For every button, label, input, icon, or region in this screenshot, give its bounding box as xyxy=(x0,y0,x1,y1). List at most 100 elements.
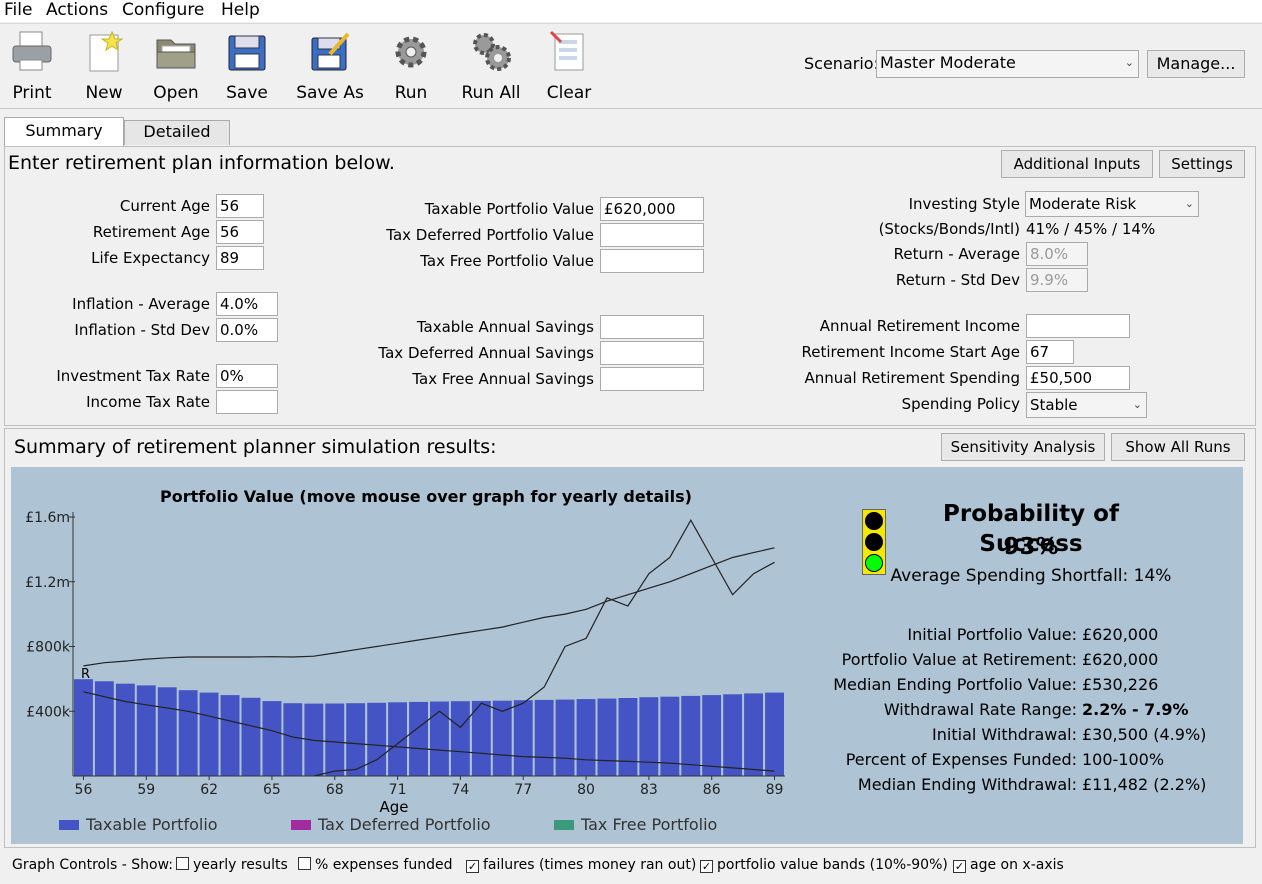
x-tick-label: 71 xyxy=(389,782,407,798)
chart-bar xyxy=(660,696,680,776)
tax-free-portfolio-field[interactable] xyxy=(600,249,704,273)
new-button[interactable]: New xyxy=(78,30,130,106)
legend-swatch xyxy=(59,820,79,830)
tax-deferred-portfolio-field[interactable] xyxy=(600,223,704,247)
chart-area: Portfolio Value (move mouse over graph f… xyxy=(11,467,1243,844)
chart-bar xyxy=(702,695,722,776)
taxable-portfolio-field[interactable]: £620,000 xyxy=(600,197,704,221)
x-axis-label: Age xyxy=(379,798,408,816)
chart-line-1 xyxy=(83,691,775,772)
chart-bar xyxy=(283,703,303,776)
investment-tax-rate-field[interactable]: 0% xyxy=(216,364,278,388)
taxable-savings-label: Taxable Annual Savings xyxy=(416,318,594,336)
retirement-age-field[interactable]: 56 xyxy=(216,220,264,244)
age-on-x-axis-checkbox[interactable]: ✓ age on x-axis xyxy=(953,856,1064,874)
manage-button[interactable]: Manage... xyxy=(1147,50,1245,78)
income-start-age-field[interactable]: 67 xyxy=(1026,340,1074,364)
chart-bar xyxy=(765,692,784,776)
taxable-savings-field[interactable] xyxy=(600,315,704,339)
chart-bar xyxy=(409,701,428,776)
stat-value: 100-100% xyxy=(1082,750,1165,769)
inflation-average-field[interactable]: 4.0% xyxy=(216,292,278,316)
gears-icon xyxy=(469,30,513,74)
tax-deferred-savings-label: Tax Deferred Annual Savings xyxy=(378,344,594,362)
checkbox-box[interactable]: ✓ xyxy=(700,860,713,873)
sensitivity-analysis-button[interactable]: Sensitivity Analysis xyxy=(941,433,1105,461)
scenario-value: Master Moderate xyxy=(880,53,1016,72)
x-tick-label: 59 xyxy=(137,782,155,798)
portfolio-bands-checkbox[interactable]: ✓ portfolio value bands (10%-90%) xyxy=(700,856,948,874)
yearly-results-label: yearly results xyxy=(193,857,288,873)
legend-label: Taxable Portfolio xyxy=(85,815,218,834)
new-file-icon xyxy=(82,30,126,74)
tax-free-savings-label: Tax Free Annual Savings xyxy=(412,370,594,388)
chart-bar xyxy=(367,702,387,776)
investing-style-select[interactable]: Moderate Risk ⌄ xyxy=(1025,191,1199,217)
form-heading: Enter retirement plan information below. xyxy=(8,152,395,174)
stat-value: £530,226 xyxy=(1082,675,1159,694)
checkbox-box[interactable] xyxy=(176,857,189,870)
y-tick-label: £1.2m xyxy=(25,575,70,591)
additional-inputs-button[interactable]: Additional Inputs xyxy=(1001,150,1153,178)
traffic-light-top xyxy=(865,512,883,530)
save-label: Save xyxy=(226,83,268,103)
run-button[interactable]: Run xyxy=(386,30,436,106)
print-button[interactable]: Print xyxy=(6,30,58,106)
settings-button[interactable]: Settings xyxy=(1159,150,1245,178)
current-age-field[interactable]: 56 xyxy=(216,194,264,218)
run-all-label: Run All xyxy=(461,83,521,103)
tab-summary-view[interactable]: Summary View xyxy=(4,117,124,166)
tab-detailed-view[interactable]: Detailed View xyxy=(124,120,230,163)
scenario-select[interactable]: Master Moderate ⌄ xyxy=(876,50,1139,78)
chart-line-2 xyxy=(313,518,775,777)
traffic-light-middle xyxy=(865,533,883,551)
income-tax-rate-field[interactable] xyxy=(216,390,278,414)
checkbox-box[interactable]: ✓ xyxy=(953,860,966,873)
checkbox-box[interactable] xyxy=(298,857,311,870)
save-as-button[interactable]: Save As xyxy=(294,30,366,106)
probability-title: Probability of Success xyxy=(943,501,1119,557)
tax-free-savings-field[interactable] xyxy=(600,367,704,391)
stat-label: Percent of Expenses Funded: xyxy=(845,750,1077,769)
clear-button[interactable]: Clear xyxy=(544,30,594,106)
run-all-button[interactable]: Run All xyxy=(456,30,526,106)
portfolio-value-chart[interactable]: Portfolio Value (move mouse over graph f… xyxy=(11,467,841,844)
open-button[interactable]: Open xyxy=(148,30,204,106)
stat-label: Initial Portfolio Value: xyxy=(907,625,1077,644)
graph-controls-label: Graph Controls - Show: xyxy=(12,857,173,873)
save-button[interactable]: Save xyxy=(222,30,272,106)
checkbox-box[interactable]: ✓ xyxy=(466,860,479,873)
traffic-light-bottom xyxy=(865,554,883,572)
probability-value: 93% xyxy=(1003,534,1059,560)
return-std-dev-label: Return - Std Dev xyxy=(895,271,1020,289)
chevron-down-icon: ⌄ xyxy=(1124,56,1134,69)
chart-bar xyxy=(136,685,156,776)
expenses-funded-checkbox[interactable]: % expenses funded xyxy=(298,856,453,874)
chart-bar xyxy=(618,698,638,776)
chart-bar xyxy=(555,699,575,776)
chart-bar xyxy=(597,698,617,776)
life-expectancy-field[interactable]: 89 xyxy=(216,246,264,270)
chart-bar xyxy=(178,690,198,776)
expenses-funded-label: % expenses funded xyxy=(315,857,453,873)
menu-actions[interactable]: Actions xyxy=(46,0,109,20)
menu-configure[interactable]: Configure xyxy=(122,0,205,20)
age-on-x-axis-label: age on x-axis xyxy=(970,857,1064,873)
return-average-label: Return - Average xyxy=(893,245,1020,263)
failures-checkbox[interactable]: ✓ failures (times money ran out) xyxy=(466,856,696,874)
menu-help[interactable]: Help xyxy=(221,0,260,20)
spending-policy-select[interactable]: Stable ⌄ xyxy=(1026,392,1147,418)
spending-policy-label: Spending Policy xyxy=(901,395,1020,413)
x-tick-label: 89 xyxy=(766,782,784,798)
annual-spending-field[interactable]: £50,500 xyxy=(1026,366,1130,390)
yearly-results-checkbox[interactable]: yearly results xyxy=(176,856,288,874)
clear-label: Clear xyxy=(546,83,592,103)
tax-deferred-savings-field[interactable] xyxy=(600,341,704,365)
chevron-down-icon: ⌄ xyxy=(1132,398,1142,411)
menu-file[interactable]: File xyxy=(4,0,33,20)
annual-income-field[interactable] xyxy=(1026,314,1130,338)
chart-line-0 xyxy=(83,547,775,667)
inflation-std-dev-field[interactable]: 0.0% xyxy=(216,318,278,342)
chart-bar xyxy=(744,693,763,776)
show-all-runs-button[interactable]: Show All Runs xyxy=(1111,433,1245,461)
